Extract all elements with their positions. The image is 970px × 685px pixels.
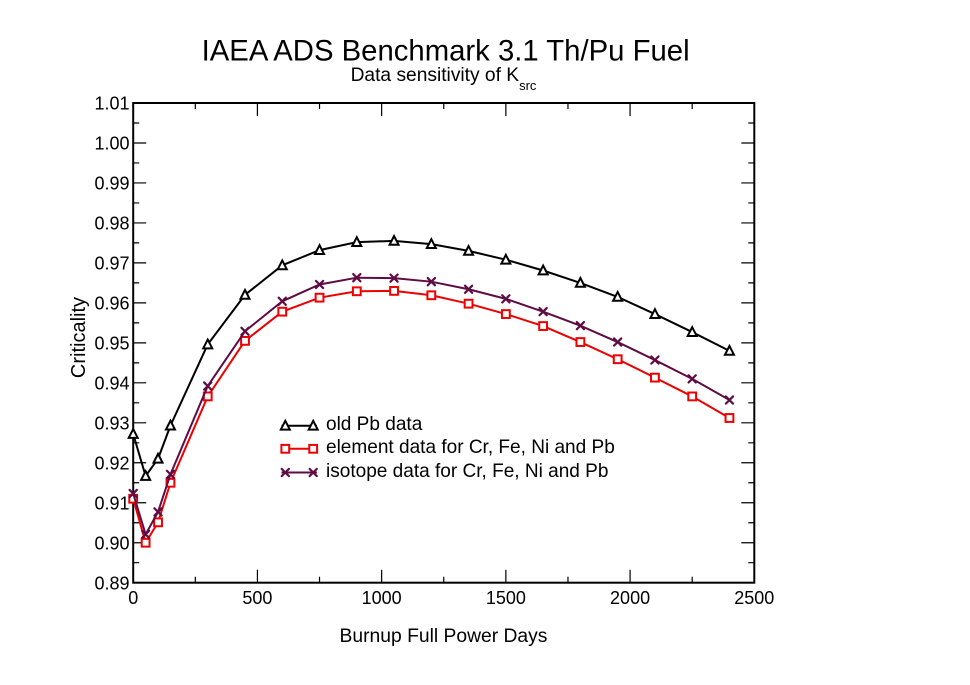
svg-text:0.89: 0.89	[94, 573, 129, 593]
svg-text:old Pb data: old Pb data	[326, 414, 423, 435]
svg-text:0.99: 0.99	[94, 174, 129, 194]
svg-text:0.90: 0.90	[94, 533, 129, 553]
svg-text:0.98: 0.98	[94, 214, 129, 234]
svg-text:500: 500	[242, 588, 272, 608]
svg-text:Burnup Full Power Days: Burnup Full Power Days	[340, 626, 548, 647]
svg-text:1500: 1500	[486, 588, 526, 608]
svg-text:isotope data for Cr, Fe, Ni an: isotope data for Cr, Fe, Ni and Pb	[326, 461, 608, 482]
svg-text:1.00: 1.00	[94, 134, 129, 154]
svg-text:2500: 2500	[734, 588, 774, 608]
svg-text:Criticality: Criticality	[68, 297, 90, 378]
svg-text:IAEA ADS Benchmark 3.1 Th/Pu F: IAEA ADS Benchmark 3.1 Th/Pu Fuel	[202, 35, 690, 68]
svg-text:1.01: 1.01	[94, 94, 129, 114]
svg-text:2000: 2000	[610, 588, 650, 608]
svg-text:0.92: 0.92	[94, 453, 129, 473]
svg-text:0.93: 0.93	[94, 413, 129, 433]
svg-text:0.94: 0.94	[94, 373, 129, 393]
svg-text:0.91: 0.91	[94, 493, 129, 513]
svg-text:0.95: 0.95	[94, 334, 129, 354]
svg-text:0: 0	[128, 588, 138, 608]
svg-text:1000: 1000	[362, 588, 402, 608]
svg-text:element data for Cr, Fe, Ni an: element data for Cr, Fe, Ni and Pb	[326, 437, 615, 458]
svg-text:0.97: 0.97	[94, 254, 129, 274]
svg-text:0.96: 0.96	[94, 294, 129, 314]
